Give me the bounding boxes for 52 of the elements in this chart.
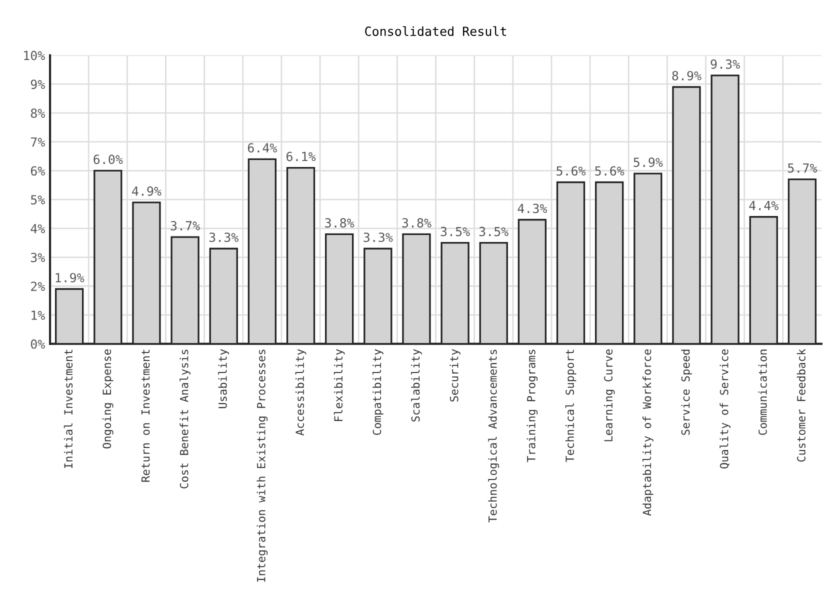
chart-title: Consolidated Result: [365, 26, 506, 36]
y-tick-label: 2%: [31, 282, 45, 291]
data-label: 3.3%: [364, 232, 393, 242]
data-label: 3.3%: [209, 232, 238, 242]
data-label: 5.6%: [556, 166, 586, 176]
data-label: 3.7%: [170, 221, 200, 230]
y-tick-label: 4%: [30, 224, 45, 234]
x-tick-label: Integration with Existing Processes: [256, 350, 268, 582]
data-label: 1.9%: [56, 272, 84, 282]
x-tick-label: Technical Support: [565, 350, 576, 462]
y-tick-label: 10%: [24, 50, 45, 60]
y-tick-label: 5%: [31, 195, 45, 205]
x-tick-label: Service Speed: [681, 350, 692, 435]
x-tick-label: Cost Benefit Analysis: [180, 350, 190, 488]
x-tick-label: Accessibility: [295, 349, 306, 436]
x-tick-label: Customer Feedback: [796, 348, 806, 462]
y-tick-label: 3%: [30, 252, 45, 262]
y-tick-label: 1%: [32, 310, 45, 320]
x-tick-label: Scalability: [411, 349, 422, 422]
x-tick-label: Adaptability of Workforce: [642, 349, 654, 516]
x-tick-label: Usability: [218, 349, 230, 408]
y-tick-label: 6%: [30, 166, 45, 176]
x-tick-label: Training Programs: [526, 350, 538, 462]
data-label: 4.3%: [518, 204, 548, 214]
x-tick-label: Flexibility: [334, 349, 345, 422]
data-label: 5.7%: [788, 163, 818, 173]
data-label: 3.8%: [325, 218, 354, 228]
data-label: 6.0%: [94, 154, 123, 164]
x-tick-label: Technological Advancements: [488, 350, 500, 522]
y-tick-label: 9%: [30, 80, 45, 90]
y-tick-label: 7%: [30, 138, 45, 147]
data-label: 3.8%: [402, 218, 432, 228]
data-label: 3.5%: [479, 226, 508, 236]
x-tick-label: Ongoing Expense: [102, 349, 114, 448]
data-label: 8.9%: [672, 70, 702, 80]
x-tick-label: Learning Curve: [604, 349, 615, 442]
x-tick-label: Security: [450, 349, 460, 402]
x-tick-label: Compatibility: [372, 349, 384, 435]
x-tick-label: Initial Investment: [64, 350, 73, 468]
x-tick-label: Communication: [758, 350, 767, 435]
x-tick-label: Quality of Service: [720, 349, 730, 468]
y-tick-label: 8%: [30, 108, 45, 118]
y-tick-label: 0%: [30, 339, 45, 349]
x-tick-label: Return on Investment: [141, 350, 150, 482]
data-label: 6.1%: [286, 152, 316, 162]
data-label: 5.6%: [595, 166, 624, 176]
data-label: 5.9%: [634, 158, 663, 167]
data-label: 4.4%: [749, 200, 778, 210]
data-label: 9.3%: [710, 59, 740, 69]
data-label: 6.4%: [248, 143, 278, 153]
data-label: 4.9%: [132, 186, 162, 196]
data-label: 3.5%: [440, 226, 470, 236]
